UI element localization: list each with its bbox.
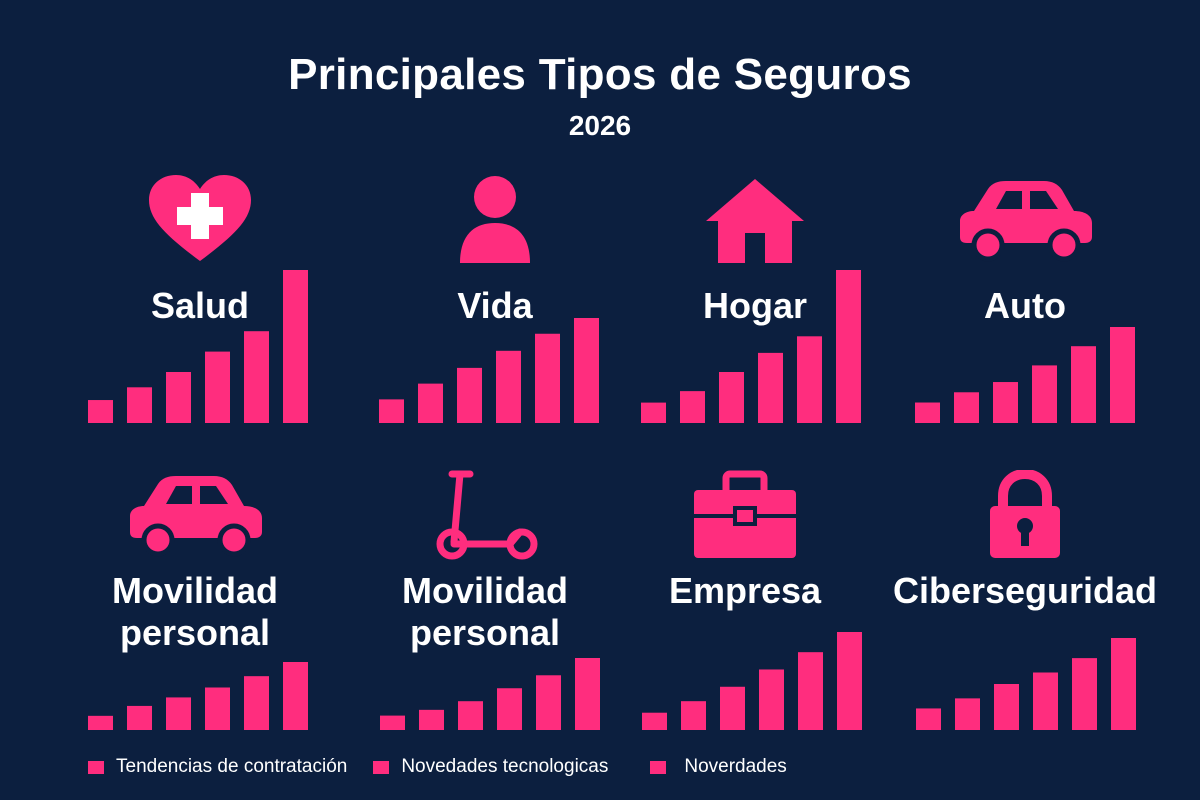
bar-chart	[916, 638, 1136, 730]
bar	[1071, 346, 1096, 423]
bar	[166, 372, 191, 423]
bar	[205, 351, 230, 423]
bar	[496, 350, 521, 423]
legend: Tendencias de contratación Novedades tec…	[88, 756, 787, 778]
bar	[916, 708, 941, 730]
heart-cross-icon	[60, 175, 340, 265]
bar	[1032, 365, 1057, 423]
bar-chart	[88, 662, 308, 730]
bar-chart	[915, 327, 1135, 423]
bar	[798, 652, 823, 730]
bar	[954, 392, 979, 423]
bar	[641, 402, 666, 423]
bar	[758, 352, 783, 423]
page-title: Principales Tipos de Seguros	[288, 50, 912, 99]
person-icon	[355, 175, 635, 265]
panel-label: Vida	[457, 285, 533, 326]
bar	[1111, 638, 1136, 730]
bar	[836, 270, 861, 423]
bar	[837, 632, 862, 730]
briefcase-icon	[605, 470, 885, 560]
insurance-panel: Hogar	[615, 175, 895, 465]
bar	[418, 383, 443, 423]
bar	[166, 697, 191, 730]
bar	[127, 387, 152, 423]
bar-chart	[88, 270, 308, 423]
panel-label: Movilidad personal	[111, 570, 278, 653]
bar-chart	[642, 632, 862, 730]
bar	[574, 318, 599, 423]
legend-label: Tendencias de contratación	[116, 756, 348, 777]
panel-label: Auto	[984, 285, 1066, 326]
insurance-panel: Ciberseguridad	[885, 470, 1165, 760]
legend-item: Tendencias de contratación	[88, 756, 347, 778]
bar	[993, 382, 1018, 423]
legend-item: Noverdades	[650, 756, 787, 778]
insurance-panel: Salud	[60, 175, 340, 465]
bar	[88, 400, 113, 423]
bar-chart	[379, 318, 599, 423]
insurance-panel: Movilidad personal	[55, 470, 335, 760]
legend-swatch	[88, 760, 104, 774]
bar	[1033, 672, 1058, 730]
car-icon	[55, 470, 335, 560]
legend-item: Novedades tecnologicas	[373, 756, 608, 778]
bar	[915, 402, 940, 423]
bar	[379, 399, 404, 423]
panel-label: Empresa	[668, 570, 822, 611]
page-subtitle: 2026	[568, 110, 632, 141]
bar	[88, 715, 113, 730]
bar	[719, 372, 744, 423]
panel-label: Ciberseguridad	[892, 570, 1158, 611]
bar	[797, 336, 822, 423]
bar	[419, 709, 444, 730]
panel-label: Salud	[150, 285, 249, 326]
bar	[1072, 658, 1097, 730]
legend-label: Noverdades	[684, 756, 787, 777]
bar	[283, 662, 308, 730]
bar	[535, 333, 560, 423]
bar	[680, 391, 705, 423]
bar	[127, 705, 152, 730]
bar	[681, 701, 706, 730]
legend-swatch	[373, 760, 390, 774]
bar	[720, 686, 745, 730]
padlock-icon	[885, 470, 1165, 560]
scooter-icon	[345, 470, 625, 560]
bar-chart	[380, 658, 600, 730]
bar	[205, 687, 230, 730]
bar	[575, 658, 600, 730]
bar	[497, 688, 522, 730]
bar	[380, 715, 405, 730]
bar	[457, 367, 482, 423]
bar	[1110, 327, 1135, 423]
panel-label: Hogar	[702, 285, 807, 326]
insurance-panel: Movilidad personal	[345, 470, 625, 760]
panel-label: Movilidad personal	[401, 570, 568, 653]
insurance-panel: Auto	[885, 175, 1165, 465]
bar-chart	[641, 270, 861, 423]
bar	[994, 684, 1019, 730]
bar	[642, 712, 667, 730]
bar	[244, 331, 269, 423]
bar	[759, 669, 784, 730]
bar	[536, 675, 561, 730]
bar	[458, 701, 483, 730]
bar	[283, 270, 308, 423]
insurance-panel: Empresa	[605, 470, 885, 760]
insurance-panel: Vida	[355, 175, 635, 465]
bar	[955, 698, 980, 730]
bar	[244, 676, 269, 730]
legend-swatch	[650, 760, 667, 774]
legend-label: Novedades tecnologicas	[401, 756, 609, 777]
house-icon	[615, 175, 895, 265]
car-icon	[885, 175, 1165, 265]
